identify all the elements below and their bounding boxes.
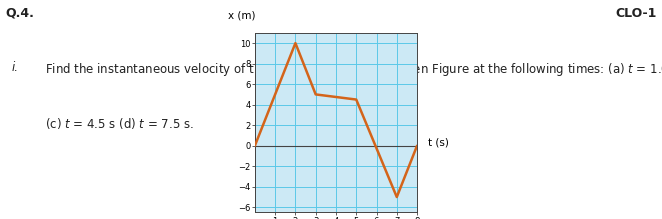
X-axis label: t (s): t (s)	[428, 137, 449, 147]
Text: Find the instantaneous velocity of the particle described in given Figure at the: Find the instantaneous velocity of the p…	[45, 61, 662, 78]
Text: Q.4.: Q.4.	[5, 7, 34, 19]
Text: i.: i.	[12, 61, 19, 74]
Text: (c) $t$ = 4.5 s (d) $t$ = 7.5 s.: (c) $t$ = 4.5 s (d) $t$ = 7.5 s.	[45, 116, 194, 131]
Y-axis label: x (m): x (m)	[228, 10, 256, 20]
Text: CLO-1: CLO-1	[615, 7, 657, 19]
